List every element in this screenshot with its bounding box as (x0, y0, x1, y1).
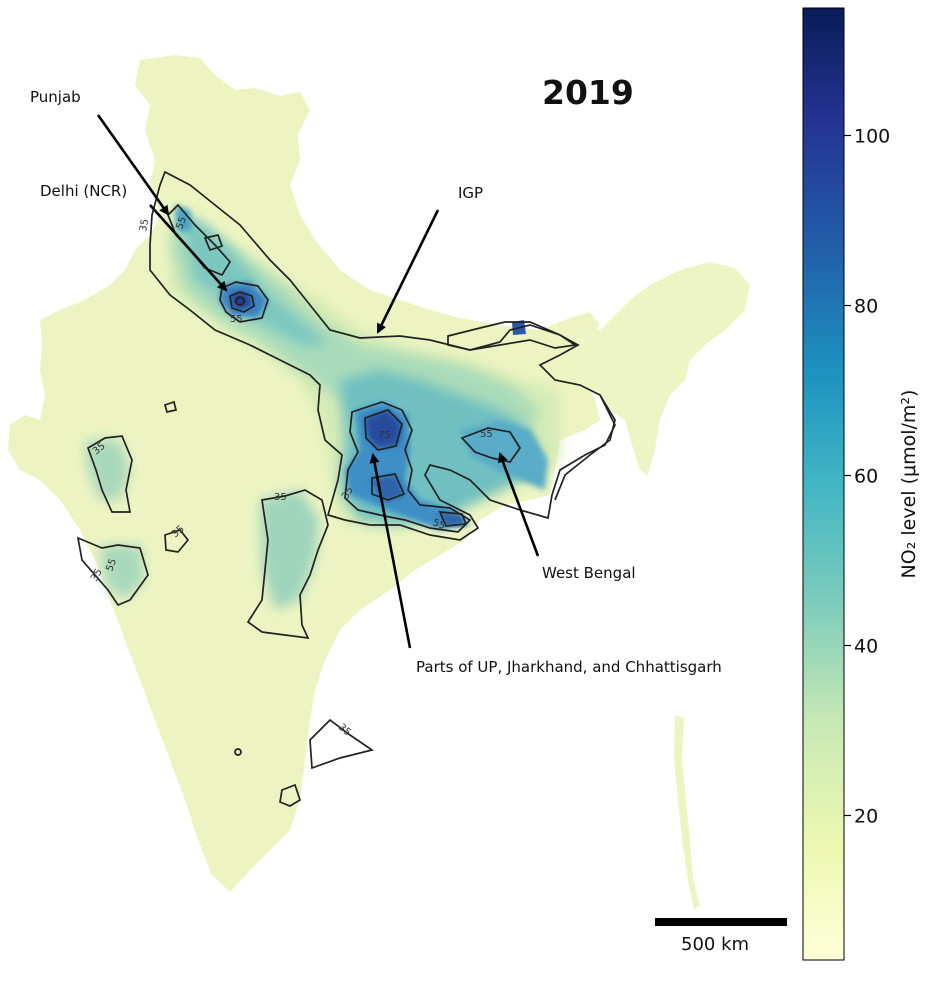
igp-boundary (149, 170, 616, 541)
contour-35-west (76, 536, 149, 607)
contour-35-bangalore (234, 748, 242, 756)
contour-lines (76, 170, 616, 807)
island-chain (674, 715, 700, 910)
contour-label: 55 (230, 314, 243, 325)
colorbar-tick-label: 20 (854, 806, 878, 828)
contour-35-chennai (279, 783, 302, 807)
delhi-label: Delhi (NCR) (40, 182, 127, 200)
scale-bar: 500 km (655, 918, 787, 955)
contour-75-east (438, 511, 468, 527)
contour-35-small1 (164, 529, 190, 553)
contour-delhi-core (235, 296, 245, 306)
contour-35-andhra (309, 718, 375, 770)
up-jharkhand-arrow (369, 453, 412, 649)
contour-label: 75 (378, 430, 391, 441)
contour-label: 55 (174, 215, 189, 231)
contour-label: 55 (431, 517, 447, 532)
colorbar-ramp (802, 7, 845, 961)
west-bengal-label: West Bengal (542, 564, 636, 582)
india-mainland (8, 55, 600, 892)
contour-75-central (364, 409, 403, 451)
india-northeast (565, 262, 750, 475)
contour-55-small (203, 234, 224, 252)
colorbar-tick-label: 100 (854, 126, 890, 148)
contour-label: 55 (104, 557, 119, 573)
contour-35-deccan (246, 489, 329, 640)
contour-label: 35 (274, 492, 287, 503)
contour-igp-east (554, 394, 616, 501)
scale-bar-line (655, 918, 787, 926)
colorbar-tick-label: 60 (854, 466, 878, 488)
contour-35-small2 (163, 400, 178, 414)
colorbar: 20 40 60 80 100 NO₂ level (μmol/m²) (802, 7, 920, 961)
punjab-label: Punjab (30, 88, 81, 106)
contour-75-delhi (229, 291, 255, 313)
contour-35-gujarat (86, 435, 133, 513)
contour-55-wb (460, 427, 522, 463)
contour-55-central (344, 401, 472, 533)
contour-ne (447, 321, 578, 351)
up-jharkhand-chhattisgarh-label: Parts of UP, Jharkhand, and Chhattisgarh (416, 658, 722, 676)
scale-bar-label: 500 km (681, 934, 749, 955)
colorbar-ticks: 20 40 60 80 100 (844, 126, 890, 828)
colorbar-label: NO₂ level (μmol/m²) (898, 390, 920, 579)
igp-arrow (376, 209, 440, 334)
annotation-labels: Punjab Delhi (NCR) IGP West Bengal Parts… (30, 73, 722, 676)
delhi-arrow (149, 204, 228, 292)
contour-75-mid (371, 473, 406, 501)
annotations (96, 114, 540, 649)
colorbar-tick-label: 40 (854, 636, 878, 658)
igp-label: IGP (458, 184, 483, 202)
colorbar-tick-label: 80 (854, 296, 878, 318)
punjab-arrow (96, 114, 170, 216)
contour-55-delhi (219, 281, 269, 323)
west-bengal-arrow (498, 452, 540, 557)
contour-label: 55 (480, 429, 493, 440)
contour-label: 35 (138, 218, 151, 232)
map-title: 2019 (542, 73, 634, 112)
